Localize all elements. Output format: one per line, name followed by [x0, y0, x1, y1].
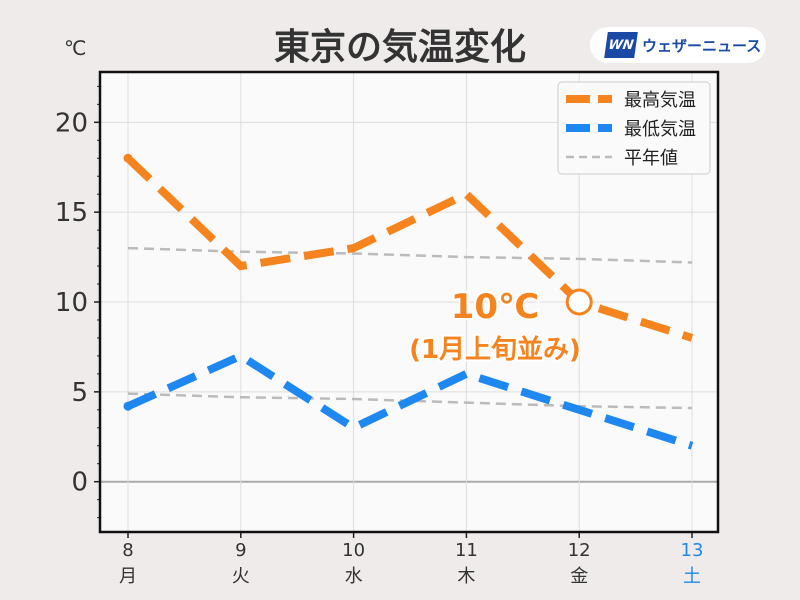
y-tick-label: 20: [55, 108, 88, 138]
legend-label: 最低気温: [624, 119, 696, 140]
annotation-value: 10℃: [451, 287, 540, 327]
series-line-low: [126, 351, 694, 450]
y-tick-label: 5: [71, 378, 88, 408]
x-tick-weekday: 火: [232, 566, 250, 587]
series-line-normal: [127, 246, 693, 264]
legend-label: 平年値: [624, 148, 678, 169]
annotation-marker: [565, 288, 593, 316]
x-tick-day: 12: [568, 540, 591, 561]
series-start-point: [123, 401, 133, 411]
x-tick-weekday: 土: [683, 566, 701, 587]
x-tick-day: 10: [342, 540, 365, 561]
chart-title: 東京の気温変化: [273, 27, 526, 68]
y-tick-label: 0: [71, 468, 88, 498]
x-tick-day: 11: [455, 540, 478, 561]
series-line-normal: [127, 392, 693, 410]
logo-text: ウェザーニュース: [642, 36, 762, 55]
x-tick-weekday: 水: [345, 566, 363, 587]
legend-box: [557, 81, 711, 175]
series-line-high: [125, 155, 694, 342]
weathernews-logo: WN ウェザーニュース: [590, 27, 766, 63]
x-tick-day: 13: [681, 540, 704, 561]
x-tick-day: 8: [122, 540, 133, 561]
y-tick-label: 10: [55, 288, 88, 318]
y-axis-unit: ℃: [64, 36, 87, 60]
series-start-point: [123, 153, 133, 163]
x-tick-weekday: 月: [119, 566, 137, 587]
x-tick-weekday: 木: [457, 566, 475, 587]
x-tick-day: 9: [235, 540, 246, 561]
plot-frame: [98, 70, 720, 534]
x-tick-weekday: 金: [570, 566, 588, 587]
annotation-note: (1月上旬並み): [409, 335, 581, 365]
legend-label: 最高気温: [624, 90, 696, 111]
y-tick-label: 15: [55, 198, 88, 228]
